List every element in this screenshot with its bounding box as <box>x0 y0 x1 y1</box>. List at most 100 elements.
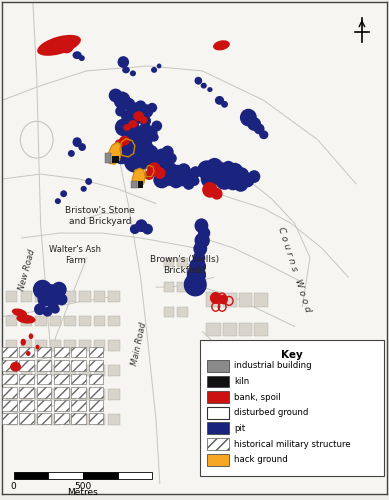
Bar <box>6 340 18 351</box>
Bar <box>89 387 103 398</box>
Text: hack ground: hack ground <box>234 455 287 464</box>
Bar <box>2 400 17 411</box>
Ellipse shape <box>210 292 221 304</box>
Text: New Road: New Road <box>17 248 37 292</box>
Ellipse shape <box>115 118 132 136</box>
Ellipse shape <box>190 166 202 178</box>
Bar <box>94 291 105 302</box>
Ellipse shape <box>183 178 194 190</box>
Bar <box>112 156 119 164</box>
Ellipse shape <box>213 40 230 50</box>
Text: Walter's Ash
Farm: Walter's Ash Farm <box>49 246 101 265</box>
Bar <box>89 374 103 384</box>
Ellipse shape <box>198 226 210 239</box>
Bar <box>206 382 221 395</box>
Bar <box>223 293 237 307</box>
Bar <box>207 360 229 372</box>
Bar <box>94 365 105 376</box>
Bar <box>37 374 51 384</box>
Bar <box>79 365 91 376</box>
Bar <box>21 390 32 400</box>
Ellipse shape <box>115 139 124 148</box>
Ellipse shape <box>201 170 217 188</box>
Bar <box>35 316 47 326</box>
Ellipse shape <box>162 170 177 186</box>
Ellipse shape <box>114 92 131 109</box>
Bar <box>6 316 18 326</box>
Ellipse shape <box>169 165 186 182</box>
Bar <box>177 307 188 316</box>
Bar <box>2 360 17 370</box>
Ellipse shape <box>47 296 59 309</box>
Bar <box>71 400 86 411</box>
Bar <box>138 181 143 188</box>
Ellipse shape <box>109 88 123 102</box>
Ellipse shape <box>214 162 229 178</box>
Ellipse shape <box>130 126 147 143</box>
Ellipse shape <box>42 307 53 316</box>
Ellipse shape <box>142 134 153 145</box>
Bar <box>2 346 17 358</box>
Text: 500: 500 <box>74 482 91 490</box>
Ellipse shape <box>159 154 172 166</box>
Polygon shape <box>108 142 121 165</box>
Ellipse shape <box>140 116 147 124</box>
Ellipse shape <box>12 308 27 317</box>
Bar <box>207 391 229 403</box>
Ellipse shape <box>123 98 135 110</box>
Bar <box>54 374 69 384</box>
Ellipse shape <box>259 130 268 139</box>
Bar <box>89 346 103 358</box>
Text: historical military structure: historical military structure <box>234 440 350 448</box>
Bar <box>37 413 51 424</box>
Ellipse shape <box>149 133 159 141</box>
Bar <box>71 346 86 358</box>
Ellipse shape <box>119 136 130 145</box>
Ellipse shape <box>72 51 82 59</box>
Bar <box>54 387 69 398</box>
Bar <box>21 340 32 351</box>
Bar <box>54 413 69 424</box>
Ellipse shape <box>121 132 135 147</box>
Ellipse shape <box>35 344 39 350</box>
Ellipse shape <box>123 124 131 131</box>
Ellipse shape <box>138 123 152 136</box>
Ellipse shape <box>177 164 191 177</box>
Bar <box>35 291 47 302</box>
Ellipse shape <box>197 160 216 180</box>
Ellipse shape <box>34 304 46 315</box>
Ellipse shape <box>144 170 154 180</box>
Ellipse shape <box>247 117 261 131</box>
Ellipse shape <box>81 186 87 192</box>
Ellipse shape <box>215 170 234 190</box>
Ellipse shape <box>135 112 145 123</box>
Bar <box>108 414 120 424</box>
Ellipse shape <box>166 153 177 164</box>
Bar <box>105 154 111 164</box>
Ellipse shape <box>226 163 244 180</box>
Ellipse shape <box>135 135 147 146</box>
Ellipse shape <box>56 294 68 306</box>
Bar <box>35 365 47 376</box>
Ellipse shape <box>193 252 205 264</box>
Ellipse shape <box>130 224 140 234</box>
Ellipse shape <box>60 190 67 197</box>
Ellipse shape <box>133 111 144 121</box>
Ellipse shape <box>155 148 169 162</box>
Bar <box>19 400 34 411</box>
Bar <box>108 291 120 302</box>
Bar <box>48 472 83 479</box>
Bar <box>21 291 32 302</box>
Ellipse shape <box>153 172 170 188</box>
Text: Main Road: Main Road <box>130 321 148 366</box>
Bar <box>6 414 18 424</box>
Text: kiln: kiln <box>234 377 249 386</box>
Ellipse shape <box>127 113 140 127</box>
Ellipse shape <box>189 258 206 276</box>
Bar <box>207 454 229 466</box>
Bar <box>19 374 34 384</box>
Bar <box>79 316 91 326</box>
Ellipse shape <box>151 120 162 132</box>
Ellipse shape <box>248 170 260 183</box>
Ellipse shape <box>169 174 183 188</box>
